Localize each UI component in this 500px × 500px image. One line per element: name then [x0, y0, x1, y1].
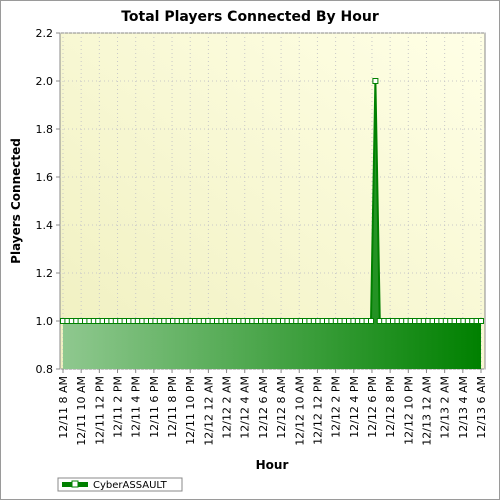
y-tick-label: 2.0	[36, 75, 54, 88]
chart-title: Total Players Connected By Hour	[121, 9, 379, 25]
x-tick-label: 12/12 12 AM	[202, 376, 215, 446]
x-tick-label: 12/11 4 PM	[130, 376, 143, 438]
x-tick-label: 12/11 10 AM	[75, 376, 88, 446]
y-axis-title: Players Connected	[9, 138, 23, 264]
y-tick-label: 1.0	[36, 315, 54, 328]
x-tick-label: 12/12 10 PM	[402, 376, 415, 445]
grid	[60, 32, 485, 370]
x-tick-label: 12/13 2 AM	[439, 376, 452, 439]
data-point	[368, 318, 374, 324]
y-axis-ticks: 0.8 1.0 1.2 1.4 1.6 1.8 2.0 2.2	[36, 27, 60, 376]
x-tick-label: 12/12 2 PM	[330, 376, 343, 438]
x-tick-label: 12/12 2 AM	[221, 376, 234, 439]
x-tick-label: 12/13 6 AM	[475, 376, 488, 439]
y-tick-label: 1.4	[36, 219, 54, 232]
x-axis-title: Hour	[256, 458, 289, 472]
x-tick-label: 12/13 12 AM	[420, 376, 433, 446]
x-tick-label: 12/11 6 PM	[148, 376, 161, 438]
x-tick-label: 12/12 12 PM	[311, 376, 324, 445]
x-tick-label: 12/11 8 PM	[166, 376, 179, 438]
plot-area	[59, 32, 486, 370]
y-tick-label: 2.2	[36, 27, 54, 40]
x-tick-label: 12/12 4 PM	[348, 376, 361, 438]
x-tick-label: 12/11 2 PM	[112, 376, 125, 438]
x-tick-label: 12/12 4 AM	[239, 376, 252, 439]
x-tick-label: 12/12 6 PM	[366, 376, 379, 438]
x-tick-label: 12/12 6 AM	[257, 376, 270, 439]
x-tick-label: 12/13 4 AM	[457, 376, 470, 439]
legend-label: CyberASSAULT	[93, 480, 168, 491]
y-tick-label: 1.2	[36, 267, 54, 280]
legend-box	[57, 477, 183, 492]
x-tick-label: 12/12 8 PM	[384, 376, 397, 438]
x-tick-label: 12/12 8 AM	[275, 376, 288, 439]
legend-swatch	[62, 480, 88, 488]
y-tick-label: 1.8	[36, 123, 54, 136]
legend: CyberASSAULT	[57, 477, 183, 492]
x-tick-label: 12/11 10 PM	[184, 376, 197, 445]
x-axis-ticks: 12/11 8 AM 12/11 10 AM 12/11 12 PM 12/11 2 …	[57, 369, 488, 446]
y-tick-label: 1.6	[36, 171, 54, 184]
data-point	[372, 78, 379, 84]
y-tick-label: 0.8	[36, 363, 54, 376]
data-point	[478, 318, 484, 324]
x-tick-label: 12/11 12 PM	[93, 376, 106, 445]
x-tick-label: 12/12 10 AM	[293, 376, 306, 446]
series-layer	[60, 78, 484, 369]
x-tick-label: 12/11 8 AM	[57, 376, 70, 439]
